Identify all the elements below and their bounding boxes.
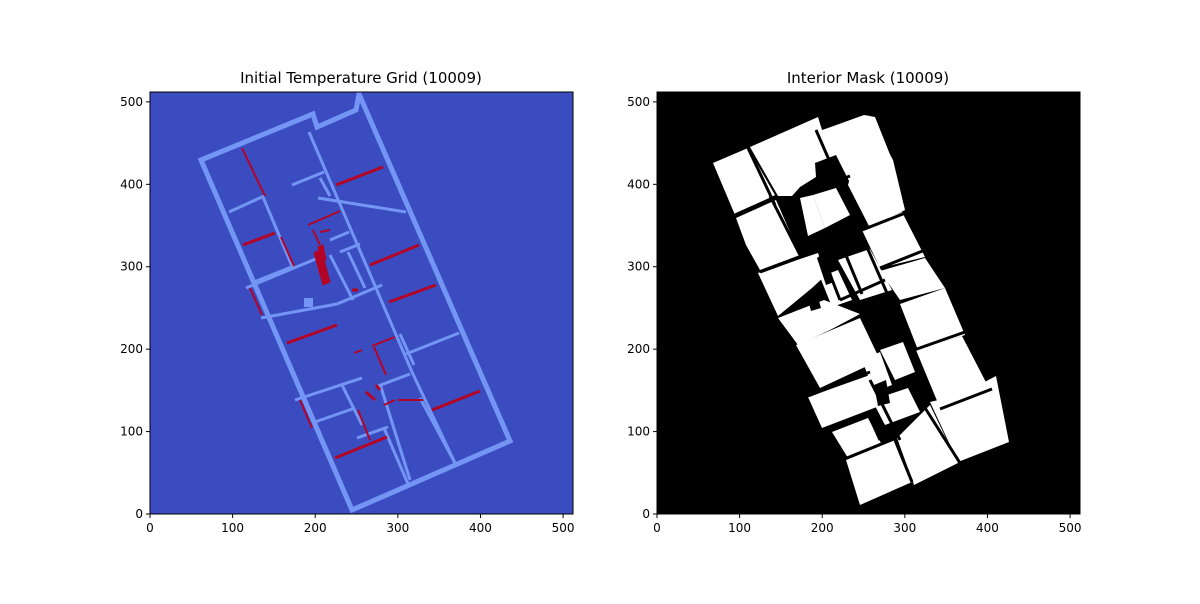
hot-spots <box>241 147 481 460</box>
y-tick-label: 300 <box>627 260 650 274</box>
temperature-grid-image <box>150 92 573 514</box>
y-tick-label: 200 <box>120 342 143 356</box>
mask-walls <box>734 129 993 483</box>
temperature-grid-title: Initial Temperature Grid (10009) <box>240 69 482 87</box>
interior-walls <box>228 131 460 485</box>
temperature-grid-ticks: 0 100 200 300 400 500 0 100 200 300 400 500 <box>120 95 574 535</box>
y-tick-label: 100 <box>627 425 650 439</box>
interior-mask-image <box>657 92 1080 514</box>
mask-blocks <box>808 252 890 406</box>
x-tick-label: 500 <box>552 521 575 535</box>
y-tick-label: 400 <box>627 177 650 191</box>
x-tick-label: 0 <box>653 521 661 535</box>
x-tick-label: 100 <box>221 521 244 535</box>
interior-mask-title: Interior Mask (10009) <box>787 69 949 87</box>
interior-mask-ticks: 0 100 200 300 400 500 0 100 200 300 400 500 <box>627 95 1081 535</box>
temperature-grid-marker <box>304 298 313 307</box>
y-tick-label: 400 <box>120 177 143 191</box>
x-tick-label: 300 <box>386 521 409 535</box>
x-tick-label: 200 <box>304 521 327 535</box>
y-tick-label: 500 <box>120 95 143 109</box>
temperature-grid-frame <box>149 91 574 515</box>
x-tick-label: 0 <box>146 521 154 535</box>
x-tick-label: 400 <box>469 521 492 535</box>
interior-mask-axes: Interior Mask (10009) <box>627 69 1081 535</box>
x-tick-label: 300 <box>893 521 916 535</box>
x-tick-label: 500 <box>1059 521 1082 535</box>
y-tick-label: 500 <box>627 95 650 109</box>
x-tick-label: 400 <box>976 521 999 535</box>
y-tick-label: 0 <box>135 507 143 521</box>
building-outline <box>197 92 514 514</box>
temperature-grid-axes: Initial Temperature Grid (10009) <box>120 69 574 535</box>
y-tick-label: 100 <box>120 425 143 439</box>
y-tick-label: 300 <box>120 260 143 274</box>
y-tick-label: 200 <box>627 342 650 356</box>
interior-mask-frame <box>656 91 1081 515</box>
x-tick-label: 200 <box>811 521 834 535</box>
x-tick-label: 100 <box>728 521 751 535</box>
y-tick-label: 0 <box>642 507 650 521</box>
